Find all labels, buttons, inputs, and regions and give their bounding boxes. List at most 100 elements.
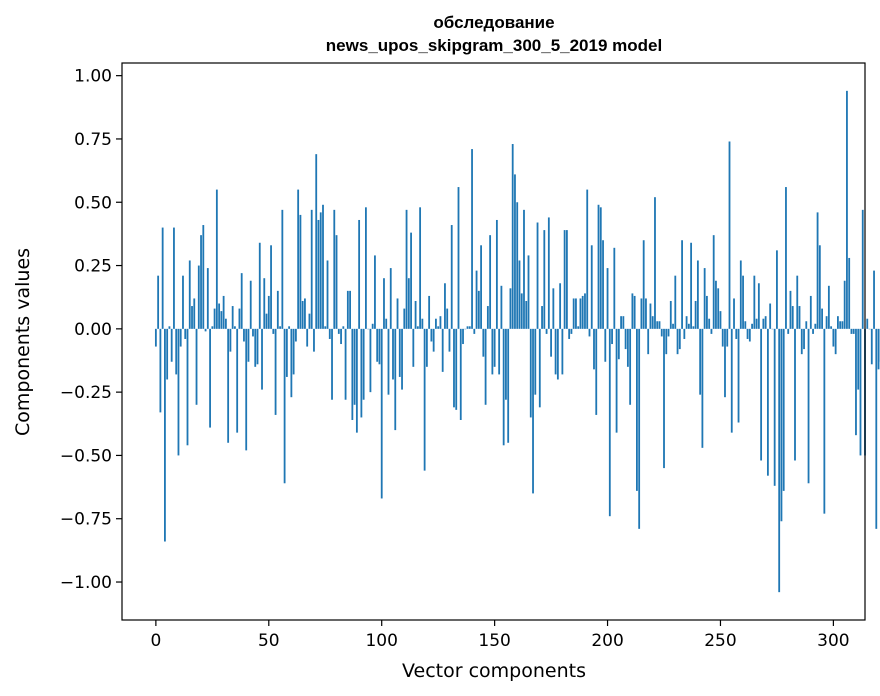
bar xyxy=(687,323,690,329)
bar xyxy=(387,328,390,395)
bar xyxy=(475,270,478,329)
bar xyxy=(310,209,313,329)
bar xyxy=(532,328,534,494)
bar xyxy=(317,219,320,329)
bar xyxy=(220,311,223,329)
bar xyxy=(791,306,794,329)
bar xyxy=(638,328,641,529)
bar xyxy=(703,268,706,329)
bar xyxy=(459,328,462,420)
bar xyxy=(527,255,530,329)
bar xyxy=(407,278,410,329)
bar xyxy=(658,321,661,329)
bar xyxy=(446,308,449,329)
y-tick-label: 0.00 xyxy=(74,320,112,340)
bar xyxy=(803,328,805,350)
bar xyxy=(672,323,674,329)
bar xyxy=(715,280,717,329)
bar xyxy=(706,295,708,329)
bar xyxy=(696,260,699,329)
bar xyxy=(825,316,828,329)
bar xyxy=(322,204,324,329)
bar xyxy=(222,295,225,329)
bar xyxy=(870,328,873,365)
bar xyxy=(398,328,401,377)
bar xyxy=(215,189,218,329)
bar xyxy=(818,245,821,329)
bar xyxy=(432,328,435,352)
bar xyxy=(584,293,586,329)
bar xyxy=(712,235,715,329)
y-axis-label: Components values xyxy=(12,248,34,436)
bar xyxy=(545,328,548,334)
bar xyxy=(437,326,440,329)
bar xyxy=(514,174,516,329)
bar xyxy=(577,326,580,329)
bar xyxy=(660,328,663,337)
bar xyxy=(419,207,422,329)
bar xyxy=(177,328,180,456)
bar xyxy=(173,227,175,329)
bar xyxy=(647,328,650,355)
bar xyxy=(593,328,595,370)
bar xyxy=(649,303,652,329)
bar xyxy=(435,318,437,329)
bar xyxy=(193,298,196,329)
x-tick-label: 150 xyxy=(478,631,510,651)
bar xyxy=(421,318,424,329)
bar xyxy=(602,240,604,329)
bar xyxy=(328,328,331,339)
bar xyxy=(629,328,632,405)
bar xyxy=(809,295,812,329)
bar xyxy=(685,316,688,329)
bar xyxy=(798,306,801,329)
bar xyxy=(852,328,855,334)
bar xyxy=(665,328,668,355)
bar xyxy=(477,290,480,329)
bar xyxy=(563,230,566,329)
bar xyxy=(624,328,627,350)
bar xyxy=(441,328,444,372)
bar xyxy=(805,321,808,329)
bar xyxy=(615,328,618,433)
bar xyxy=(405,209,408,329)
bar xyxy=(724,328,726,398)
bar xyxy=(315,154,318,329)
bar xyxy=(272,328,275,334)
bar xyxy=(780,328,783,522)
bar xyxy=(392,328,394,380)
bar xyxy=(821,308,823,329)
bar xyxy=(556,328,559,380)
x-tick-label: 0 xyxy=(150,631,161,651)
bar xyxy=(572,298,575,329)
bar xyxy=(362,328,365,400)
bar xyxy=(516,202,519,329)
bar xyxy=(294,328,297,342)
x-axis-label: Vector components xyxy=(402,660,586,682)
bar xyxy=(857,328,860,390)
bar xyxy=(728,141,731,329)
bar xyxy=(837,316,839,329)
bar xyxy=(423,328,426,471)
bar xyxy=(209,328,211,428)
bar xyxy=(608,328,611,517)
bar xyxy=(631,293,634,329)
bar xyxy=(599,207,602,329)
bar xyxy=(873,270,875,329)
bar xyxy=(787,328,790,334)
bar xyxy=(800,328,803,355)
bar xyxy=(500,285,503,329)
bar xyxy=(694,300,697,329)
bar xyxy=(735,328,738,339)
bar xyxy=(281,209,284,329)
bar xyxy=(776,250,778,329)
bar xyxy=(816,212,819,329)
bar xyxy=(678,328,681,350)
bar xyxy=(247,328,250,362)
bar xyxy=(554,328,557,375)
bar xyxy=(541,306,543,329)
bar xyxy=(301,300,304,329)
bar xyxy=(202,225,205,329)
bar xyxy=(161,227,164,329)
bar xyxy=(525,300,528,329)
